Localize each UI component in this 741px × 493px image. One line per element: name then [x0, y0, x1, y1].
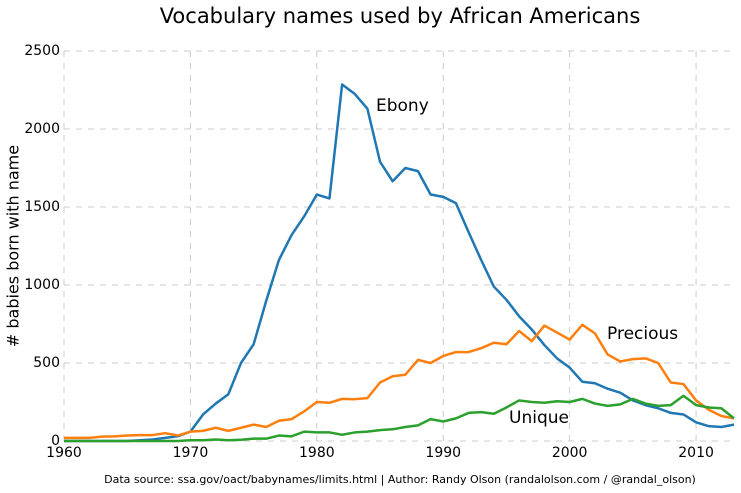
- x-tick-label: 1960: [46, 445, 82, 461]
- series-annotation: Unique: [509, 408, 569, 428]
- series-line: [64, 394, 735, 443]
- y-tick-label: 1000: [24, 277, 60, 293]
- y-tick-label: 2500: [24, 43, 60, 59]
- y-axis-label: # babies born with name: [4, 145, 23, 347]
- source-note: Data source: ssa.gov/oact/babynames/limi…: [104, 473, 696, 486]
- series-annotation: Ebony: [376, 96, 429, 116]
- series-line: [64, 323, 735, 440]
- y-tick-label: 1500: [24, 199, 60, 215]
- series-line: [64, 83, 735, 443]
- x-tick-label: 1990: [425, 445, 461, 461]
- lines: [64, 83, 735, 443]
- series-annotation: Precious: [607, 324, 678, 344]
- chart-title: Vocabulary names used by African America…: [160, 4, 641, 28]
- x-tick-label: 1970: [173, 445, 209, 461]
- y-tick-label: 0: [51, 433, 60, 449]
- x-tick-label: 2010: [678, 445, 714, 461]
- x-tick-label: 1980: [299, 445, 335, 461]
- x-tick-label: 2000: [552, 445, 588, 461]
- y-tick-label: 2000: [24, 121, 60, 137]
- y-tick-label: 500: [33, 355, 60, 371]
